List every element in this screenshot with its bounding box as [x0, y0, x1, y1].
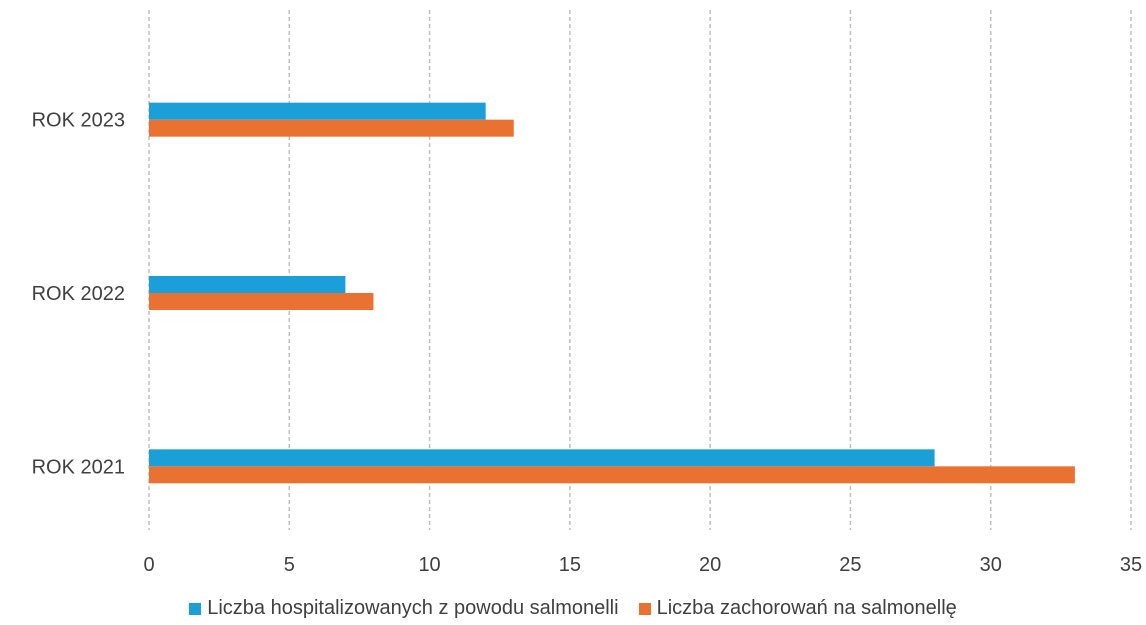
category-label: ROK 2023	[32, 110, 125, 132]
x-tick-label: 10	[418, 554, 440, 576]
bars	[149, 102, 1075, 484]
bar-hospitalized[interactable]	[149, 449, 935, 467]
legend-label-cases: Liczba zachorowań na salmonellę	[656, 597, 957, 619]
x-tick-label: 25	[839, 554, 861, 576]
bar-cases[interactable]	[149, 466, 1075, 484]
category-label: ROK 2022	[32, 283, 125, 305]
legend-swatch-cases	[638, 602, 651, 615]
x-tick-label: 5	[284, 554, 295, 576]
x-tick-labels: 0 5 10 15 20 25 30 35	[143, 554, 1142, 576]
category-labels: ROK 2021 ROK 2022 ROK 2023	[32, 110, 125, 479]
legend-item-hospitalized[interactable]: Liczba hospitalizowanych z powodu salmon…	[189, 597, 619, 620]
bar-cases[interactable]	[149, 119, 514, 137]
x-tick-label: 20	[699, 554, 721, 576]
bar-hospitalized[interactable]	[149, 102, 486, 120]
legend: Liczba hospitalizowanych z powodu salmon…	[0, 597, 1146, 620]
x-tick-label: 0	[143, 554, 154, 576]
grid-lines	[148, 10, 1132, 530]
legend-swatch-hospitalized	[189, 602, 202, 615]
bar-cases[interactable]	[149, 293, 374, 310]
x-tick-label: 35	[1120, 554, 1142, 576]
x-tick-label: 15	[559, 554, 581, 576]
legend-label-hospitalized: Liczba hospitalizowanych z powodu salmon…	[207, 597, 619, 619]
bar-hospitalized[interactable]	[149, 276, 346, 293]
bar-chart-plot: ROK 2021 ROK 2022 ROK 2023 0 5 10 15 20 25 30 35	[32, 10, 1142, 576]
category-label: ROK 2021	[32, 456, 125, 478]
legend-item-cases[interactable]: Liczba zachorowań na salmonellę	[638, 597, 957, 620]
x-tick-label: 30	[980, 554, 1002, 576]
